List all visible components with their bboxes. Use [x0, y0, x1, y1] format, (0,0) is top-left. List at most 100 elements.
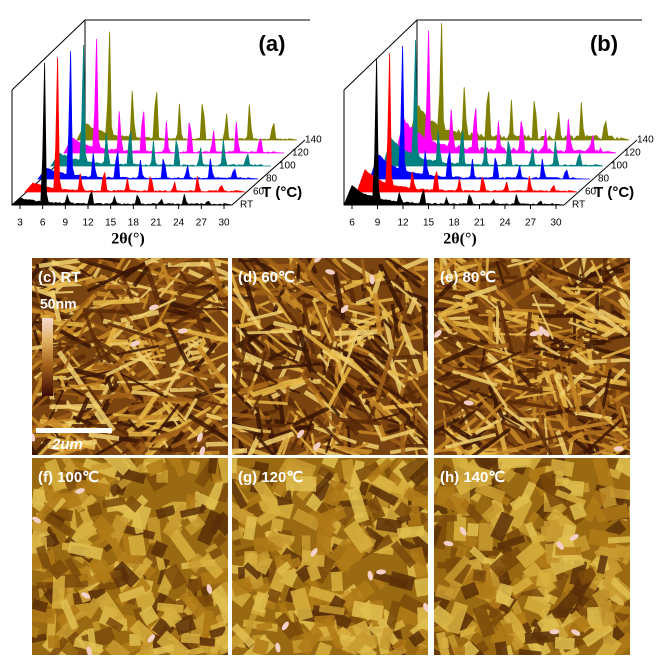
afm-grain: [554, 584, 586, 618]
series-label: 100: [279, 161, 296, 172]
afm-grain: [214, 383, 228, 388]
x-tick-label: 9: [63, 218, 69, 229]
afm-grain: [406, 296, 418, 315]
afm-grain: [296, 259, 329, 296]
afm-grain: [452, 324, 481, 343]
afm-grain: [466, 260, 501, 277]
afm-grain: [101, 496, 126, 509]
afm-grain: [554, 489, 587, 507]
afm-grain: [414, 628, 428, 650]
afm-grain: [183, 438, 194, 455]
afm-grain: [390, 303, 400, 339]
afm-grain: [320, 349, 327, 375]
afm-grain: [254, 406, 264, 436]
afm-grain: [483, 342, 510, 350]
afm-grain: [283, 458, 317, 481]
afm-grain: [330, 571, 344, 592]
x-tick-label: 18: [448, 218, 460, 229]
x-tick-label: 15: [105, 218, 117, 229]
afm-grain: [109, 569, 123, 580]
afm-grain: [315, 520, 333, 556]
afm-grain: [496, 300, 514, 352]
afm-grain: [404, 392, 422, 412]
afm-grain: [497, 535, 526, 551]
afm-grain: [595, 395, 606, 418]
afm-grain: [478, 522, 494, 551]
afm-grain: [497, 458, 531, 470]
afm-grain: [321, 458, 340, 469]
afm-grain: [568, 320, 598, 334]
afm-grain: [278, 339, 309, 354]
afm-grain: [232, 576, 254, 597]
afm-particle: [325, 269, 336, 275]
afm-grain: [495, 419, 510, 455]
afm-grain: [399, 424, 407, 455]
afm-grain: [518, 648, 542, 655]
afm-grain: [503, 399, 555, 410]
afm-grain: [292, 280, 334, 308]
afm-grain: [86, 502, 103, 518]
afm-grain: [147, 353, 166, 360]
afm-grain: [450, 258, 467, 266]
afm-grain: [32, 369, 48, 418]
afm-grain: [321, 349, 339, 363]
afm-grain: [459, 640, 480, 655]
afm-grain: [339, 580, 376, 613]
afm-grain: [183, 337, 203, 353]
afm-grain: [138, 605, 159, 626]
afm-grain: [47, 443, 65, 452]
afm-grain: [92, 515, 116, 540]
series-label: 140: [637, 135, 654, 146]
afm-grain: [434, 644, 450, 655]
afm-grain: [390, 337, 406, 368]
afm-grain: [158, 263, 166, 279]
afm-grain: [77, 258, 99, 264]
afm-grain: [130, 511, 144, 534]
afm-particle: [177, 328, 188, 334]
afm-grain: [306, 563, 322, 582]
afm-grain: [572, 343, 598, 371]
afm-grain: [70, 423, 123, 428]
afm-grain: [177, 270, 216, 297]
afm-grain: [32, 633, 48, 646]
afm-grain: [421, 306, 428, 354]
afm-grain: [515, 369, 533, 388]
afm-grain: [238, 259, 254, 263]
afm-grain: [275, 561, 292, 576]
afm-grain: [607, 535, 630, 544]
afm-grain: [232, 528, 244, 541]
afm-grain: [104, 374, 115, 393]
afm-particle: [613, 446, 624, 452]
afm-grain: [539, 353, 559, 403]
afm-grain: [33, 276, 53, 282]
afm-grain: [339, 386, 362, 407]
afm-particle: [529, 330, 540, 337]
afm-grain: [182, 397, 198, 422]
afm-grain: [257, 431, 295, 449]
afm-grain: [156, 630, 192, 655]
afm-grain: [565, 365, 581, 414]
afm-grain: [48, 338, 104, 347]
afm-grain: [72, 469, 88, 484]
afm-grain: [156, 602, 184, 614]
afm-grain: [142, 293, 150, 310]
afm-grain: [340, 307, 378, 319]
afm-grain: [290, 587, 314, 622]
afm-grain: [457, 397, 488, 426]
afm-grain: [601, 545, 630, 560]
afm-image: [434, 258, 630, 455]
afm-grain: [132, 266, 150, 288]
afm-grain: [450, 458, 474, 484]
afm-grain: [465, 427, 512, 455]
afm-grain: [187, 459, 201, 475]
afm-grain: [394, 501, 413, 520]
afm-grain: [275, 295, 292, 319]
axis-line: [343, 19, 418, 91]
afm-grain: [43, 636, 69, 655]
afm-grain: [139, 440, 167, 455]
afm-grain: [444, 555, 471, 585]
afm-grain: [252, 376, 304, 397]
afm-grain: [186, 412, 228, 445]
afm-grain: [216, 597, 228, 625]
afm-grain: [461, 359, 480, 372]
